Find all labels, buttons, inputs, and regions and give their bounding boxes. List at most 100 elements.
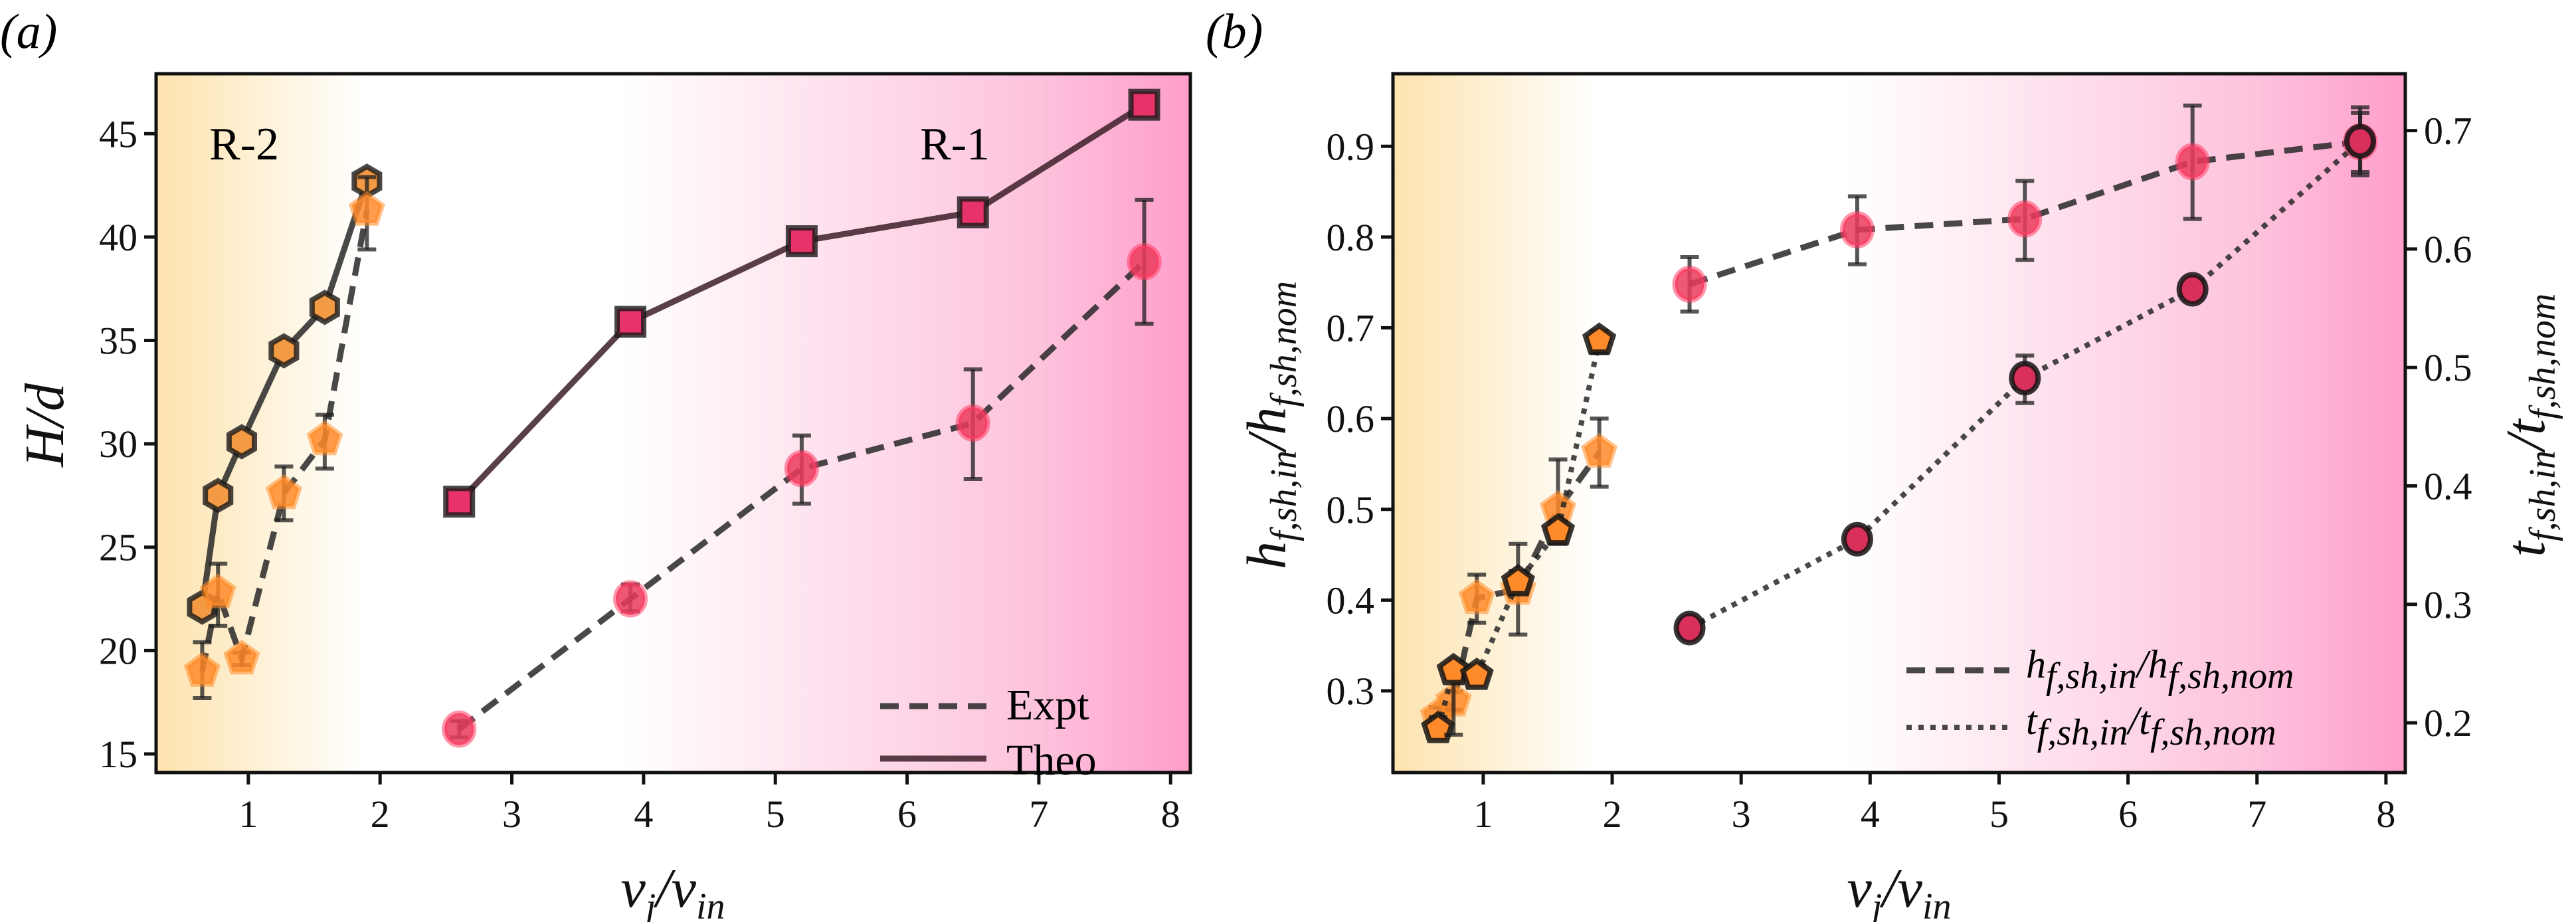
region-label-r1: R-1 — [920, 119, 990, 170]
y-right-tick: 0.5 — [2405, 346, 2472, 389]
y-right-tick-label: 0.2 — [2424, 701, 2472, 745]
data-point — [1672, 265, 1707, 303]
y-right-tick-label: 0.3 — [2424, 583, 2472, 626]
x-tick-label: 7 — [1029, 792, 1048, 836]
series-line — [199, 180, 370, 608]
x-tick-label: 4 — [634, 792, 653, 836]
y-right-tick-label: 0.5 — [2424, 346, 2472, 389]
data-point — [2175, 143, 2210, 181]
y-right-tick-label: 0.4 — [2424, 465, 2472, 508]
data-point — [348, 191, 385, 226]
y-right-tick: 0.6 — [2405, 228, 2472, 271]
y-tick: 25 — [99, 526, 156, 569]
data-point — [268, 333, 300, 369]
x-tick-label: 4 — [1861, 792, 1880, 836]
data-point — [1501, 563, 1535, 597]
data-point — [1540, 513, 1576, 546]
series-R-2-right — [1421, 322, 1617, 743]
y-tick: 15 — [99, 733, 156, 776]
x-tick-label: 2 — [1603, 792, 1622, 836]
panel-b: 1 2 3 4 5 6 7 8 0.3 0.4 0.5 0.6 0.7 0.8 0.9 0.2 0.3 0.4 0.… — [1236, 72, 2563, 922]
y-tick-label: 0.9 — [1327, 125, 1375, 168]
x-tick-label: 3 — [502, 792, 521, 836]
y-tick-label: 45 — [99, 112, 138, 155]
y-tick: 20 — [99, 629, 156, 672]
x-axis-label: vj/vin — [620, 858, 725, 922]
data-point — [785, 225, 818, 258]
y-tick-label: 15 — [99, 733, 138, 776]
x-tick-label: 7 — [2247, 792, 2266, 836]
x-tick-label: 3 — [1732, 792, 1751, 836]
x-tick: 7 — [1029, 773, 1048, 836]
data-point — [1459, 657, 1494, 690]
y-tick: 0.5 — [1327, 488, 1393, 531]
data-point — [957, 196, 989, 229]
data-point — [203, 478, 234, 513]
x-tick: 5 — [766, 773, 785, 836]
y-tick-label: 0.7 — [1327, 307, 1375, 350]
y-axis-label-right: tf,sh,in/tf,sh,nom — [2495, 294, 2563, 557]
series-R-1-right — [1673, 110, 2377, 646]
y-tick: 40 — [99, 216, 156, 259]
x-tick: 7 — [2247, 773, 2266, 836]
axes-frame — [1391, 72, 2407, 775]
x-tick: 2 — [1603, 773, 1622, 836]
series-R-1-Theo — [443, 88, 1160, 518]
x-tick: 8 — [2376, 773, 2395, 836]
data-point — [226, 424, 257, 460]
y-axis-label: H/d — [14, 383, 76, 468]
y-tick-label: 35 — [99, 320, 138, 363]
x-tick: 4 — [634, 773, 653, 836]
y-tick-label: 0.6 — [1327, 397, 1375, 440]
data-point — [784, 450, 819, 488]
x-tick: 1 — [238, 773, 258, 836]
x-tick: 1 — [1473, 773, 1493, 836]
y-tick-label: 0.3 — [1327, 670, 1375, 713]
y-tick: 0.7 — [1327, 307, 1393, 350]
x-tick-label: 1 — [1473, 792, 1493, 836]
x-tick: 6 — [897, 773, 917, 836]
x-tick-label: 6 — [897, 792, 917, 836]
y-right-tick: 0.2 — [2405, 701, 2472, 745]
x-tick: 3 — [1732, 773, 1751, 836]
x-tick: 5 — [1989, 773, 2009, 836]
series-R-2-Expt — [183, 175, 385, 700]
y-tick-label: 0.4 — [1327, 579, 1375, 622]
data-point — [1839, 211, 1875, 248]
data-point — [265, 474, 302, 509]
y-right-tick: 0.7 — [2405, 110, 2472, 153]
data-point — [442, 710, 477, 748]
data-point — [1436, 652, 1471, 686]
data-point — [223, 639, 260, 675]
y-tick-label: 40 — [99, 216, 138, 259]
panel-label-a: (a) — [0, 5, 57, 59]
data-point — [199, 573, 236, 608]
data-point — [2007, 200, 2043, 238]
data-point — [1127, 243, 1162, 281]
y-tick: 0.6 — [1327, 397, 1393, 440]
y-tick: 0.8 — [1327, 216, 1393, 259]
y-tick: 30 — [99, 422, 156, 466]
x-tick-label: 2 — [371, 792, 390, 836]
x-tick: 4 — [1861, 773, 1880, 836]
data-point — [306, 420, 343, 456]
x-tick-label: 5 — [766, 792, 785, 836]
x-tick: 8 — [1161, 773, 1180, 836]
data-point — [1458, 579, 1495, 614]
x-tick-label: 1 — [238, 792, 258, 836]
series-R-2-Theo — [187, 163, 383, 625]
plot-background — [156, 74, 1190, 773]
y-tick: 35 — [99, 320, 156, 363]
data-point — [1582, 322, 1617, 355]
data-point — [183, 652, 221, 687]
y-tick-label: 0.5 — [1327, 488, 1375, 531]
y-tick-label: 20 — [99, 629, 138, 672]
region-label-r2: R-2 — [209, 119, 279, 170]
data-point — [613, 580, 648, 618]
x-tick-label: 6 — [2118, 792, 2138, 836]
data-point — [1581, 432, 1618, 468]
data-point — [614, 306, 647, 338]
